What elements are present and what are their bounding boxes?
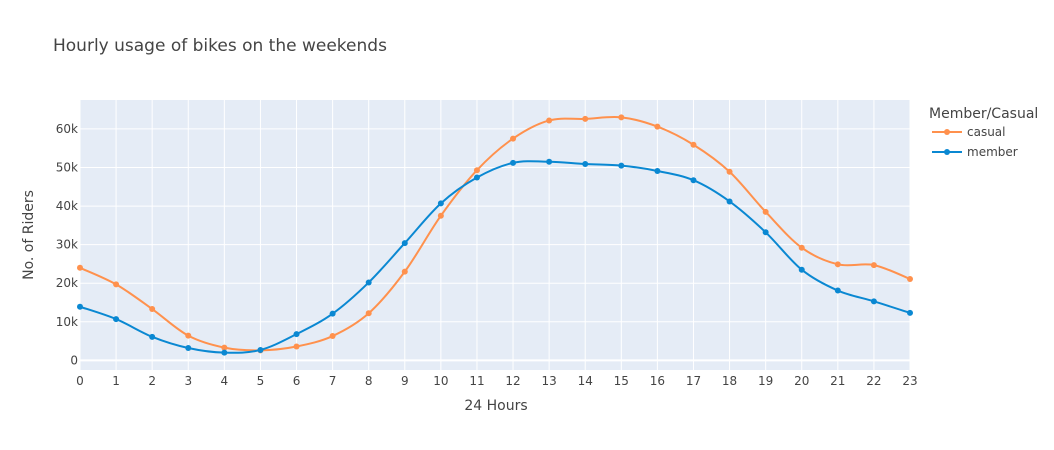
data-point-casual (582, 115, 589, 122)
x-tick-label: 5 (257, 374, 265, 388)
y-tick-label: 40k (56, 199, 78, 213)
x-axis-ticks: 0 1 2 3 4 5 6 7 8 9 10 11 12 13 14 15 16 17 18 19 20 21 22 23 (76, 374, 917, 388)
x-tick-label: 12 (505, 374, 520, 388)
x-tick-label: 18 (722, 374, 737, 388)
legend-label-member: member (967, 145, 1018, 159)
legend-title: Member/Casual (929, 106, 1038, 122)
data-point-casual (510, 135, 517, 142)
x-tick-label: 15 (614, 374, 629, 388)
plot-area (80, 100, 910, 370)
legend-label-casual: casual (967, 125, 1006, 139)
x-axis-title: 24 Hours (464, 398, 527, 414)
data-point-casual (690, 141, 697, 148)
data-point-member (618, 162, 625, 169)
data-point-member (329, 310, 336, 317)
x-tick-label: 1 (112, 374, 120, 388)
data-point-member (726, 198, 733, 205)
x-tick-label: 21 (830, 374, 845, 388)
x-tick-label: 3 (184, 374, 192, 388)
data-point-member (762, 229, 769, 236)
legend-marker-member (944, 149, 950, 155)
series-layer (77, 114, 913, 356)
x-tick-label: 7 (329, 374, 337, 388)
data-point-member (401, 240, 408, 247)
x-tick-label: 16 (650, 374, 665, 388)
data-point-member (293, 331, 300, 338)
data-point-casual (907, 275, 913, 282)
data-point-member (582, 161, 589, 168)
data-point-casual (762, 208, 769, 215)
y-tick-label: 0 (70, 353, 78, 367)
series-casual (77, 114, 913, 354)
x-tick-label: 22 (866, 374, 881, 388)
y-tick-label: 20k (56, 276, 78, 290)
legend-marker-casual (944, 129, 950, 135)
data-point-casual (546, 117, 553, 124)
y-tick-label: 50k (56, 161, 78, 175)
y-tick-label: 60k (56, 122, 78, 136)
data-point-member (546, 158, 553, 165)
x-tick-label: 10 (433, 374, 448, 388)
legend: Member/Casual casual member (929, 106, 1038, 159)
x-tick-label: 20 (794, 374, 809, 388)
data-point-casual (618, 114, 625, 121)
data-point-member (654, 167, 661, 174)
x-tick-label: 6 (293, 374, 301, 388)
y-axis-title: No. of Riders (21, 190, 37, 280)
data-point-casual (365, 310, 372, 317)
data-point-member (473, 174, 480, 181)
data-point-casual (77, 264, 83, 271)
data-point-casual (293, 343, 300, 350)
data-point-casual (113, 281, 120, 288)
y-axis-ticks: 0 10k 20k 30k 40k 50k 60k (56, 122, 78, 367)
x-tick-label: 19 (758, 374, 773, 388)
x-tick-label: 17 (686, 374, 701, 388)
data-point-casual (149, 306, 156, 313)
x-tick-label: 23 (902, 374, 917, 388)
series-line-member (79, 160, 911, 354)
x-tick-label: 2 (148, 374, 156, 388)
data-point-casual (870, 262, 877, 269)
data-point-casual (185, 332, 192, 339)
y-tick-label: 10k (56, 315, 78, 329)
data-point-member (510, 159, 517, 166)
data-point-casual (834, 261, 841, 268)
data-point-member (221, 349, 228, 356)
x-tick-label: 13 (541, 374, 556, 388)
data-point-casual (726, 168, 733, 175)
data-point-member (690, 177, 697, 184)
data-point-casual (654, 123, 661, 130)
data-point-member (437, 200, 444, 207)
data-point-casual (221, 344, 228, 351)
legend-item-member[interactable]: member (932, 145, 1018, 159)
data-point-member (77, 303, 83, 310)
grid (79, 100, 911, 370)
data-point-member (149, 333, 156, 340)
x-tick-label: 11 (469, 374, 484, 388)
data-point-casual (437, 212, 444, 219)
data-point-member (907, 309, 913, 316)
data-point-casual (401, 268, 408, 275)
series-member (77, 158, 913, 356)
x-tick-label: 9 (401, 374, 409, 388)
x-tick-label: 14 (578, 374, 593, 388)
legend-item-casual[interactable]: casual (932, 125, 1006, 139)
data-point-member (834, 287, 841, 294)
data-point-member (798, 266, 805, 273)
data-point-member (257, 346, 264, 353)
x-tick-label: 8 (365, 374, 373, 388)
chart-title: Hourly usage of bikes on the weekends (53, 36, 387, 56)
data-point-casual (473, 167, 480, 174)
data-point-casual (329, 333, 336, 340)
x-tick-label: 4 (221, 374, 229, 388)
data-point-member (113, 316, 120, 323)
data-point-member (870, 298, 877, 305)
y-tick-label: 30k (56, 238, 78, 252)
data-point-member (185, 345, 192, 352)
x-tick-label: 0 (76, 374, 84, 388)
data-point-member (365, 279, 372, 286)
data-point-casual (798, 244, 805, 251)
